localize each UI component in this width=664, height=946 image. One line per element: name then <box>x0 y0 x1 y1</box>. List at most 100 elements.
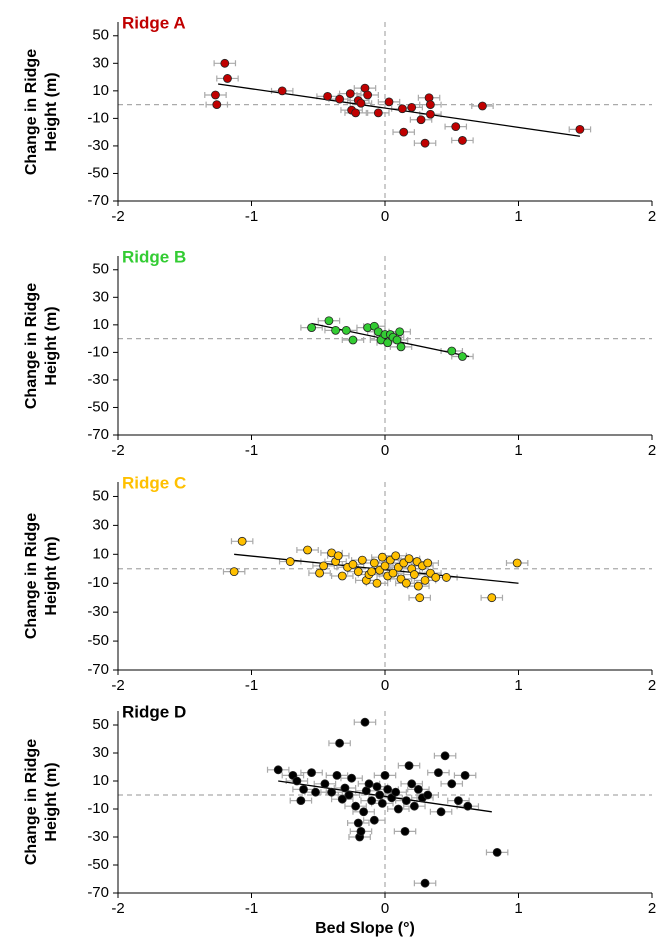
x-tick-label: 0 <box>381 442 389 459</box>
y-axis-label: Change in Ridge Height (m) <box>23 48 60 175</box>
point <box>327 787 337 797</box>
x-tick-label: 1 <box>514 442 522 459</box>
point <box>345 89 355 98</box>
point <box>433 768 443 777</box>
point <box>367 796 377 805</box>
panel-title: Ridge C <box>122 473 186 492</box>
point <box>392 335 402 345</box>
point <box>415 593 425 603</box>
point <box>373 108 383 118</box>
point <box>404 761 414 770</box>
point <box>413 785 423 794</box>
point <box>340 783 350 793</box>
x-tick-label: 0 <box>381 677 389 694</box>
point <box>409 570 419 579</box>
point <box>273 765 283 775</box>
point <box>409 801 419 811</box>
y-tick-label: -30 <box>87 603 109 620</box>
y-tick-label: 50 <box>92 27 109 44</box>
y-tick-label: -10 <box>87 800 109 817</box>
point <box>447 346 457 356</box>
y-tick-label: -70 <box>87 426 109 443</box>
point <box>337 794 347 804</box>
point <box>335 94 345 104</box>
point <box>331 325 341 335</box>
point <box>323 91 332 101</box>
point <box>223 74 232 83</box>
point <box>420 575 430 585</box>
point <box>372 578 382 588</box>
point <box>363 90 373 100</box>
x-tick-label: 1 <box>514 677 522 694</box>
point <box>319 561 328 571</box>
y-tick-label: -30 <box>87 371 109 388</box>
x-tick-label: 2 <box>648 208 656 225</box>
y-tick-label: -30 <box>87 828 109 845</box>
point <box>404 554 414 564</box>
point <box>353 818 363 828</box>
point <box>388 568 398 578</box>
y-tick-label: 30 <box>92 744 109 761</box>
point <box>463 801 473 811</box>
x-tick-label: -2 <box>111 900 124 917</box>
point <box>356 827 366 836</box>
point <box>348 560 358 569</box>
point <box>341 325 351 335</box>
y-tick-label: 10 <box>92 545 109 562</box>
point <box>407 102 417 112</box>
y-tick-label: 50 <box>92 261 109 278</box>
point <box>425 109 435 119</box>
point <box>396 342 406 352</box>
point <box>423 558 433 568</box>
y-axis-label: Change in Ridge Height (m) <box>23 282 60 409</box>
x-tick-label: -2 <box>111 208 124 225</box>
y-tick-label: -10 <box>87 343 109 360</box>
y-tick-label: -50 <box>87 856 109 873</box>
point <box>351 801 361 811</box>
point <box>307 768 316 777</box>
y-tick-label: 30 <box>92 288 109 305</box>
point <box>367 567 377 577</box>
y-tick-label: 30 <box>92 54 109 71</box>
point <box>372 782 382 791</box>
y-tick-label: -70 <box>87 661 109 678</box>
point <box>575 124 585 134</box>
x-tick-label: 0 <box>381 208 389 225</box>
point <box>391 551 401 561</box>
point <box>337 571 347 581</box>
point <box>369 815 379 825</box>
point <box>347 773 357 783</box>
point <box>420 138 430 148</box>
trend-line <box>278 780 492 813</box>
point <box>442 573 451 582</box>
point <box>229 567 239 577</box>
point <box>458 136 467 145</box>
point <box>393 804 403 814</box>
point <box>332 771 342 780</box>
point <box>333 551 343 561</box>
point <box>356 98 366 108</box>
point <box>407 779 417 789</box>
point <box>375 790 385 800</box>
point <box>487 593 497 603</box>
panel-title: Ridge A <box>122 13 186 32</box>
point <box>512 558 522 568</box>
x-tick-label: 1 <box>514 208 522 225</box>
point <box>397 104 407 114</box>
point <box>359 807 369 817</box>
point <box>212 100 222 110</box>
y-axis-label: Change in Ridge Height (m) <box>23 738 60 866</box>
point <box>436 807 446 817</box>
point <box>423 790 433 800</box>
point <box>277 86 287 96</box>
point <box>369 558 379 568</box>
y-tick-label: -50 <box>87 398 109 415</box>
point <box>351 108 361 118</box>
point <box>220 58 230 68</box>
x-tick-label: 1 <box>514 900 522 917</box>
point <box>401 578 411 588</box>
y-tick-label: -30 <box>87 137 109 154</box>
point <box>395 327 405 337</box>
x-axis-label: Bed Slope (°) <box>315 920 415 937</box>
